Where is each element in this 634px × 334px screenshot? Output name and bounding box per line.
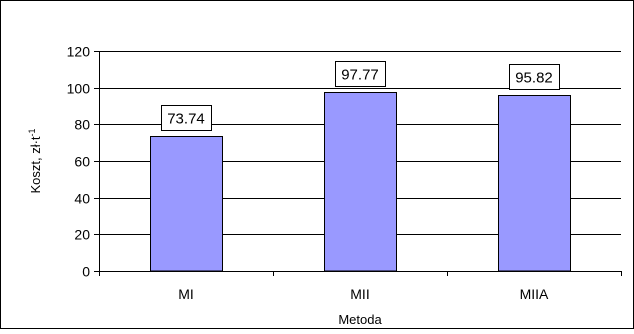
bar-mii [324, 92, 397, 272]
axes [94, 51, 622, 276]
x-tick-label: MII [350, 286, 369, 302]
y-axis-title-superscript: -1 [27, 128, 37, 136]
data-label: 97.77 [341, 67, 379, 84]
y-tick-label: 0 [82, 264, 90, 280]
y-tick-label: 100 [67, 81, 91, 97]
y-tick-label: 60 [74, 154, 90, 170]
y-tick-labels: 0 20 40 60 80 100 120 [67, 44, 91, 280]
data-label-box [335, 61, 386, 87]
y-tick-label: 40 [74, 191, 90, 207]
x-axis-title: Metoda [338, 312, 382, 327]
y-axis-title-text: Koszt, zł·t [28, 136, 43, 193]
bar-miia [498, 95, 571, 272]
y-tick-label: 120 [67, 44, 91, 60]
data-label-box [509, 64, 560, 90]
bar-mi [150, 136, 223, 272]
data-label-box [161, 105, 212, 131]
x-tick-labels: MI MII MIIA [178, 286, 549, 302]
data-labels: 73.74 97.77 95.82 [161, 61, 560, 131]
x-tick-label: MI [178, 286, 194, 302]
data-label: 73.74 [167, 111, 205, 128]
y-tick-label: 80 [74, 117, 90, 133]
y-axis-title: Koszt, zł·t-1 [27, 128, 43, 193]
y-tick-label: 20 [74, 227, 90, 243]
data-label: 95.82 [515, 70, 553, 87]
bars [150, 92, 571, 272]
x-tick-label: MIIA [520, 286, 549, 302]
